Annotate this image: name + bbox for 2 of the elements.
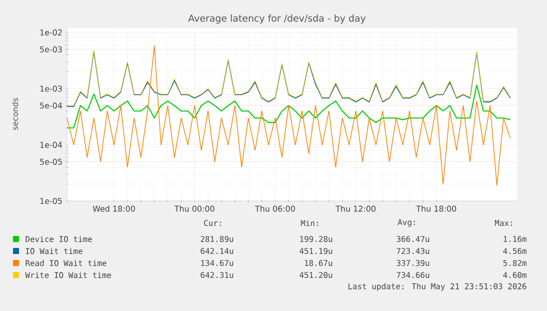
chart-title: Average latency for /dev/sda - by day bbox=[188, 14, 366, 24]
line-series bbox=[67, 45, 511, 186]
